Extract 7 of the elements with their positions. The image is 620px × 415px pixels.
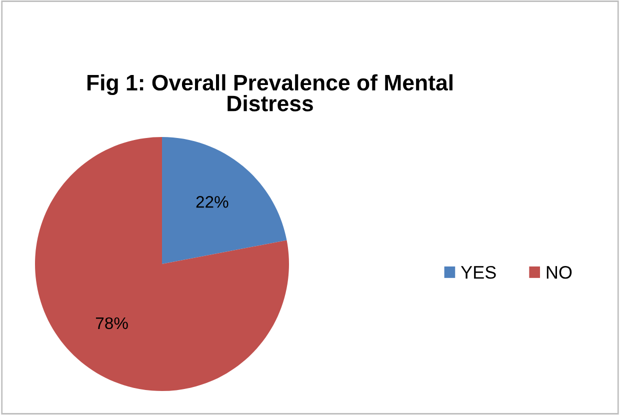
pie-slice [35, 137, 289, 391]
pie-slice [162, 137, 287, 264]
legend-label: YES [460, 266, 496, 279]
chart-title: Fig 1: Overall Prevalence of Mental Distress [87, 74, 452, 112]
data-label: 22% [196, 196, 228, 208]
legend-label: NO [546, 266, 572, 279]
data-label: 78% [96, 317, 128, 330]
